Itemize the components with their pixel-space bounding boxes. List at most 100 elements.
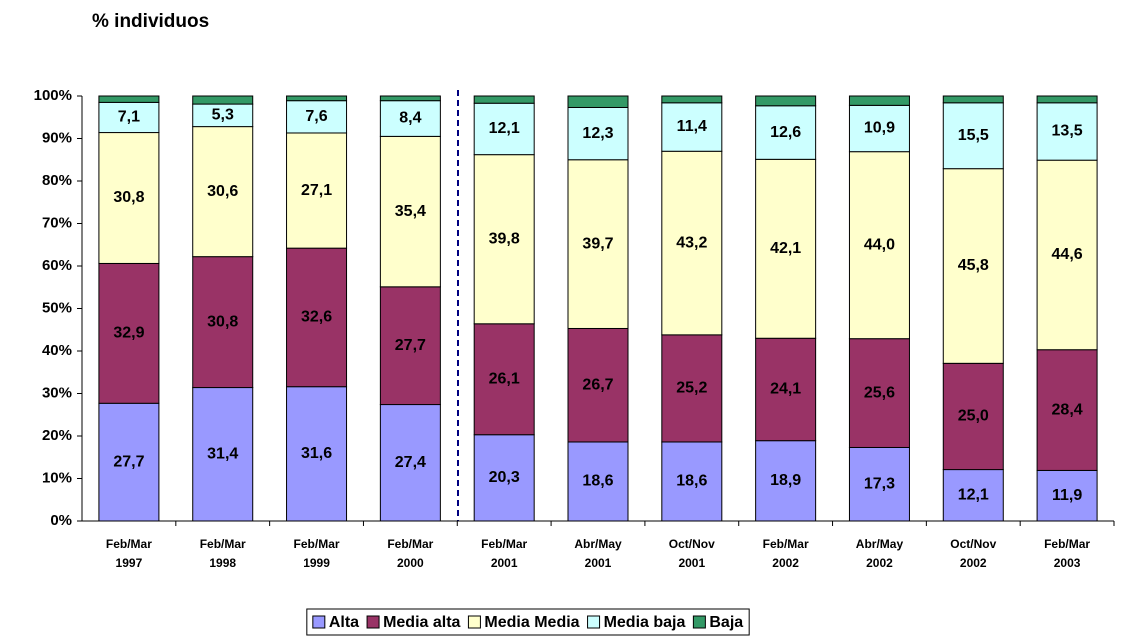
legend-swatch bbox=[312, 615, 326, 629]
data-label: 7,1 bbox=[118, 109, 140, 126]
x-tick-label: 2000 bbox=[397, 556, 424, 570]
legend-box bbox=[306, 608, 750, 636]
bar-segment bbox=[98, 402, 160, 522]
y-tick-label: 40% bbox=[42, 342, 72, 359]
bar-segment bbox=[755, 440, 817, 522]
data-label: 30,8 bbox=[113, 189, 144, 206]
x-tick-label: 2002 bbox=[772, 556, 799, 570]
legend-swatch bbox=[467, 615, 481, 629]
x-tick-label: 2001 bbox=[585, 556, 612, 570]
bar-segment bbox=[473, 102, 535, 156]
y-tick-label: 50% bbox=[42, 299, 72, 316]
legend-label: Media alta bbox=[383, 614, 460, 631]
bar-segment bbox=[473, 154, 535, 325]
x-tick-label: 2001 bbox=[491, 556, 518, 570]
data-label: 20,3 bbox=[489, 469, 520, 486]
legend-swatch bbox=[692, 615, 706, 629]
bar-segment bbox=[379, 135, 441, 288]
legend-label: Media Media bbox=[484, 614, 579, 631]
chart-title: % individuos bbox=[92, 11, 209, 32]
x-tick-label: Feb/Mar bbox=[763, 537, 809, 551]
data-label: 44,0 bbox=[864, 236, 895, 253]
bar-segment bbox=[379, 286, 441, 406]
data-label: 32,9 bbox=[113, 325, 144, 342]
x-tick-label: Feb/Mar bbox=[106, 537, 152, 551]
data-label: 12,6 bbox=[770, 124, 801, 141]
bar-segment bbox=[379, 404, 441, 522]
bar-segment bbox=[848, 95, 910, 106]
data-label: 8,4 bbox=[399, 110, 421, 127]
x-tick-label: Feb/Mar bbox=[387, 537, 433, 551]
data-label: 26,1 bbox=[489, 370, 520, 387]
bar-segment bbox=[286, 247, 348, 388]
data-label: 18,9 bbox=[770, 472, 801, 489]
bar-segment bbox=[1036, 469, 1098, 522]
y-tick-label: 0% bbox=[50, 512, 72, 529]
x-tick-label: Feb/Mar bbox=[481, 537, 527, 551]
bar-segment bbox=[848, 151, 910, 340]
y-tick-label: 10% bbox=[42, 469, 72, 486]
data-label: 11,9 bbox=[1052, 487, 1082, 504]
y-tick-label: 60% bbox=[42, 257, 72, 274]
data-label: 15,5 bbox=[958, 127, 989, 144]
bar-segment bbox=[286, 386, 348, 522]
data-label: 25,6 bbox=[864, 384, 895, 401]
bar-segment bbox=[192, 95, 254, 105]
data-label: 11,4 bbox=[677, 118, 707, 135]
data-label: 26,7 bbox=[582, 376, 613, 393]
bar-segment bbox=[98, 101, 160, 134]
data-label: 27,7 bbox=[395, 337, 426, 354]
bar-segment bbox=[473, 95, 535, 104]
bar-segment bbox=[755, 158, 817, 339]
data-label: 5,3 bbox=[212, 107, 234, 124]
bar-segment bbox=[379, 95, 441, 102]
x-tick-label: Oct/Nov bbox=[669, 537, 715, 551]
bar-segment bbox=[286, 95, 348, 102]
legend-label: Baja bbox=[709, 614, 743, 631]
y-tick-label: 20% bbox=[42, 427, 72, 444]
data-label: 18,6 bbox=[582, 473, 613, 490]
data-label: 42,1 bbox=[770, 240, 801, 257]
data-label: 44,6 bbox=[1052, 246, 1083, 263]
legend: Alta Media alta Media Media Media baja Baja bbox=[306, 608, 750, 636]
data-label: 12,1 bbox=[958, 487, 989, 504]
data-label: 30,8 bbox=[207, 313, 238, 330]
bar-segment bbox=[567, 95, 629, 108]
data-label: 31,4 bbox=[207, 445, 238, 462]
x-tick-label: Feb/Mar bbox=[1044, 537, 1090, 551]
data-label: 17,3 bbox=[864, 475, 895, 492]
x-tick-label: Abr/May bbox=[856, 537, 904, 551]
bar-segment bbox=[848, 338, 910, 448]
data-label: 12,3 bbox=[582, 125, 613, 142]
x-tick-label: Feb/Mar bbox=[200, 537, 246, 551]
bar-segment bbox=[192, 126, 254, 258]
data-label: 10,9 bbox=[864, 120, 895, 137]
bar-segment bbox=[1036, 95, 1098, 104]
x-tick-label: 1998 bbox=[209, 556, 236, 570]
y-tick-label: 30% bbox=[42, 384, 72, 401]
x-tick-label: Oct/Nov bbox=[950, 537, 996, 551]
data-label: 25,2 bbox=[676, 380, 707, 397]
data-label: 28,4 bbox=[1052, 401, 1083, 418]
bar-segment bbox=[661, 95, 723, 104]
y-tick-label: 80% bbox=[42, 172, 72, 189]
data-label: 43,2 bbox=[676, 234, 707, 251]
bar-segment bbox=[1036, 159, 1098, 351]
x-tick-label: 2002 bbox=[866, 556, 893, 570]
data-label: 45,8 bbox=[958, 257, 989, 274]
bar-segment bbox=[661, 150, 723, 336]
x-tick-label: Abr/May bbox=[574, 537, 622, 551]
x-tick-label: 2002 bbox=[960, 556, 987, 570]
legend-swatch bbox=[587, 615, 601, 629]
data-label: 39,8 bbox=[489, 230, 520, 247]
bar-segment bbox=[286, 132, 348, 249]
x-tick-label: Feb/Mar bbox=[294, 537, 340, 551]
data-label: 12,1 bbox=[489, 120, 520, 137]
bar-segment bbox=[755, 95, 817, 107]
data-label: 27,7 bbox=[113, 453, 144, 470]
x-tick-label: 2001 bbox=[678, 556, 705, 570]
x-tick-label: 1997 bbox=[116, 556, 143, 570]
y-tick-label: 70% bbox=[42, 214, 72, 231]
data-label: 39,7 bbox=[582, 235, 613, 252]
bar-segment bbox=[98, 95, 160, 103]
